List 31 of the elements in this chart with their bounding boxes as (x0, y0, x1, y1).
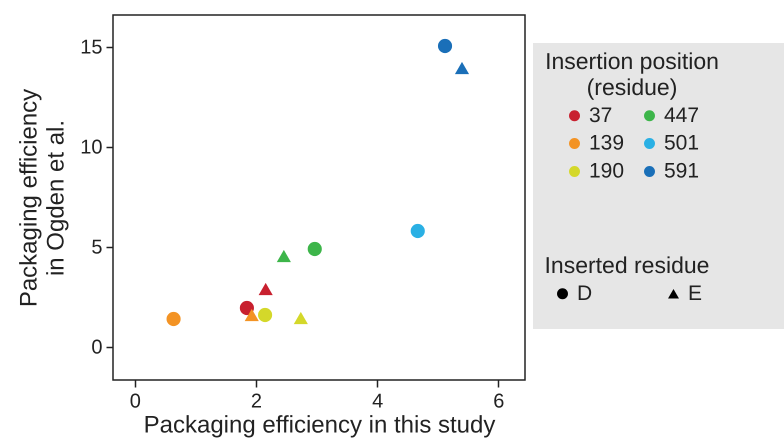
y-tick-label: 10 (80, 136, 102, 158)
legend-title: Insertion position (residue) (545, 48, 719, 100)
y-tick-label: 5 (91, 236, 102, 258)
y-tick-label: 15 (80, 36, 102, 58)
point (166, 312, 181, 326)
legend-label: 37 (589, 104, 612, 127)
point (410, 224, 425, 238)
text: Inserted residue (544, 252, 710, 278)
legend-label: 591 (664, 160, 700, 182)
point (244, 308, 259, 322)
text: E (688, 282, 702, 305)
point (308, 242, 322, 256)
point (294, 312, 308, 324)
point (276, 250, 291, 262)
point (454, 62, 470, 74)
point (240, 300, 254, 316)
x-axis-title: Packaging efficiency in this study (144, 412, 496, 438)
point (258, 282, 273, 296)
x-tick-label: 4 (372, 390, 384, 412)
y-axis-title: Packaging efficiency in Ogden et al. (15, 88, 70, 308)
legend-label: 447 (664, 104, 700, 127)
point (438, 38, 452, 54)
point (258, 308, 272, 322)
legend-label: 139 (589, 132, 624, 154)
x-tick-label: 2 (250, 390, 262, 412)
x-tick-label: 0 (130, 390, 141, 412)
legend-label: 501 (664, 132, 700, 154)
y-tick-label: 0 (91, 336, 102, 358)
legend-label: 190 (589, 160, 624, 182)
x-tick-label: 6 (493, 390, 504, 412)
text: D (577, 282, 592, 305)
